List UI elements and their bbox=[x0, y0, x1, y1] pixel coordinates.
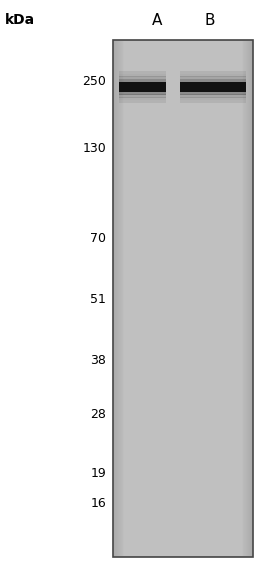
Bar bbox=[250, 40, 253, 557]
Bar bbox=[113, 40, 116, 557]
Bar bbox=[180, 79, 246, 82]
Bar bbox=[180, 74, 246, 77]
Bar bbox=[113, 40, 121, 557]
Text: 51: 51 bbox=[90, 293, 106, 306]
Bar bbox=[243, 40, 253, 557]
Bar bbox=[245, 40, 253, 557]
Bar bbox=[180, 95, 246, 98]
Text: 70: 70 bbox=[90, 232, 106, 245]
Bar bbox=[119, 97, 166, 100]
Bar bbox=[113, 40, 119, 557]
Bar bbox=[119, 82, 166, 92]
Bar bbox=[248, 40, 253, 557]
Bar bbox=[119, 100, 166, 103]
Bar bbox=[244, 40, 253, 557]
Bar bbox=[113, 40, 117, 557]
Bar bbox=[119, 74, 166, 77]
Bar bbox=[113, 40, 124, 557]
Text: 250: 250 bbox=[82, 75, 106, 88]
Bar bbox=[247, 40, 253, 557]
Bar bbox=[250, 40, 253, 557]
Bar bbox=[113, 40, 253, 557]
Bar bbox=[180, 92, 246, 95]
Bar bbox=[113, 40, 115, 557]
Bar bbox=[119, 76, 166, 80]
Bar bbox=[113, 40, 118, 557]
Text: 130: 130 bbox=[82, 142, 106, 154]
Bar bbox=[180, 71, 246, 75]
Bar bbox=[113, 40, 122, 557]
Bar bbox=[113, 40, 121, 557]
Text: 28: 28 bbox=[90, 408, 106, 421]
Bar bbox=[119, 95, 166, 98]
Text: B: B bbox=[205, 13, 215, 28]
Bar bbox=[113, 40, 115, 557]
Bar bbox=[180, 82, 246, 92]
Text: 16: 16 bbox=[90, 498, 106, 510]
Bar bbox=[180, 76, 246, 80]
Bar bbox=[244, 40, 253, 557]
Bar bbox=[251, 40, 253, 557]
Bar bbox=[113, 40, 114, 557]
Text: 19: 19 bbox=[90, 467, 106, 480]
Bar bbox=[113, 40, 123, 557]
Bar bbox=[119, 92, 166, 95]
Bar bbox=[246, 40, 253, 557]
Bar bbox=[113, 40, 120, 557]
Bar bbox=[251, 40, 253, 557]
Bar bbox=[119, 79, 166, 82]
Bar bbox=[242, 40, 253, 557]
Bar bbox=[252, 40, 253, 557]
Bar bbox=[243, 40, 253, 557]
Bar bbox=[180, 100, 246, 103]
Bar bbox=[113, 40, 122, 557]
Text: 38: 38 bbox=[90, 354, 106, 367]
Bar bbox=[252, 40, 253, 557]
Bar bbox=[113, 40, 114, 557]
Bar bbox=[249, 40, 253, 557]
Bar bbox=[119, 71, 166, 75]
Bar bbox=[113, 40, 119, 557]
Bar bbox=[246, 40, 253, 557]
Bar bbox=[248, 40, 253, 557]
Text: kDa: kDa bbox=[5, 13, 35, 27]
Bar bbox=[113, 40, 118, 557]
Bar bbox=[113, 40, 123, 557]
Bar bbox=[113, 40, 116, 557]
Bar bbox=[247, 40, 253, 557]
Bar bbox=[180, 97, 246, 100]
Text: A: A bbox=[152, 13, 163, 28]
